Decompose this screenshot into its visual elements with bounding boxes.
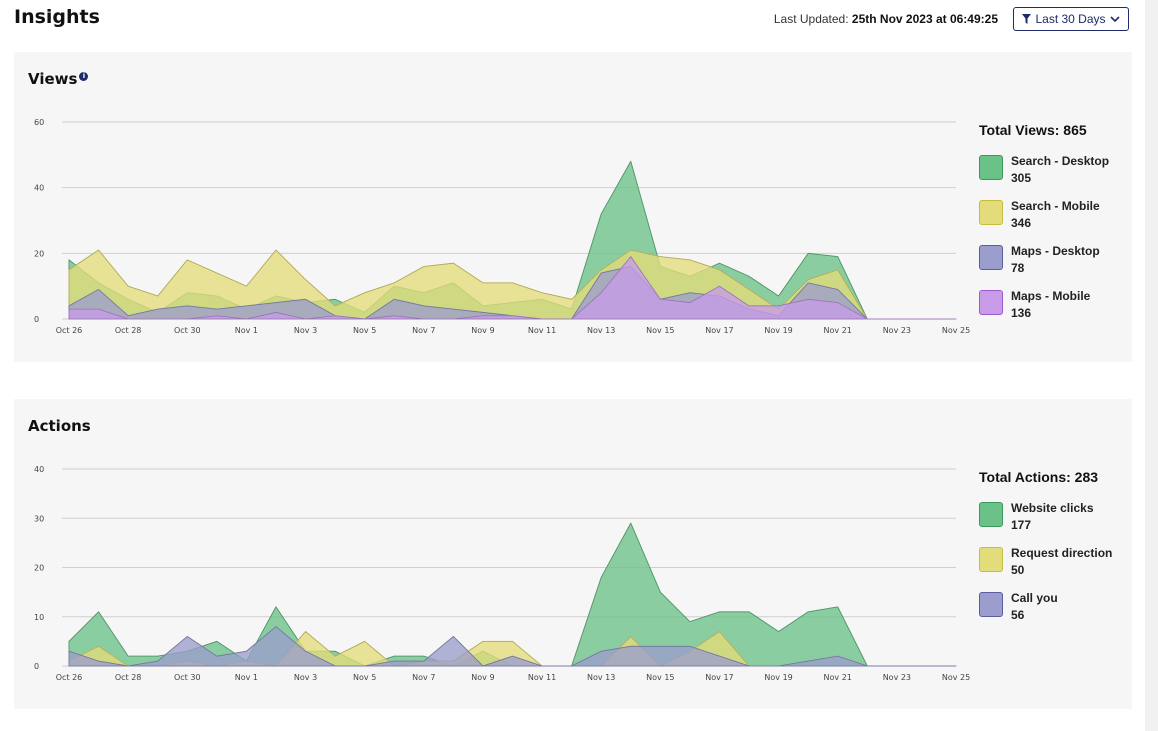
views-title-text: Views (28, 70, 78, 88)
y-tick-label: 0 (34, 315, 39, 324)
x-tick-label: Nov 11 (528, 673, 556, 682)
y-tick-label: 20 (34, 249, 44, 258)
x-tick-label: Nov 13 (587, 673, 615, 682)
x-tick-label: Nov 15 (646, 326, 674, 335)
legend-value: 56 (1011, 608, 1025, 622)
views-series-line-3 (68, 255, 956, 320)
legend-swatch (979, 245, 1003, 270)
legend-item-call-you[interactable]: Call you 56 (979, 591, 1129, 636)
x-tick-label: Nov 19 (764, 326, 792, 335)
legend-name: Call you (1011, 591, 1058, 605)
views-series-line-1 (68, 249, 956, 320)
y-tick-label: 30 (34, 514, 44, 523)
legend-value: 346 (1011, 216, 1032, 230)
legend-swatch (979, 592, 1003, 617)
y-tick-label: 10 (34, 613, 44, 622)
y-tick-label: 0 (34, 662, 39, 671)
date-range-button[interactable]: Last 30 Days (1013, 7, 1129, 31)
page-scrollbar[interactable] (1145, 0, 1158, 731)
legend-name: Maps - Mobile (1011, 289, 1091, 303)
legend-swatch (979, 155, 1003, 180)
x-tick-label: Nov 25 (942, 673, 970, 682)
x-tick-label: Oct 30 (174, 326, 201, 335)
x-tick-label: Nov 7 (412, 326, 435, 335)
legend-value: 50 (1011, 563, 1025, 577)
actions-series-line-2 (68, 626, 956, 667)
x-tick-label: Nov 17 (705, 326, 733, 335)
legend-value: 136 (1011, 306, 1032, 320)
last-updated-label: Last Updated: (773, 12, 849, 26)
legend-name: Request direction (1011, 546, 1113, 560)
x-tick-label: Nov 15 (646, 673, 674, 682)
x-tick-label: Nov 23 (883, 673, 911, 682)
legend-value: 177 (1011, 518, 1032, 532)
views-series-area-3 (68, 256, 957, 320)
y-tick-label: 60 (34, 118, 44, 127)
legend-value: 78 (1011, 261, 1025, 275)
legend-item-search-desktop[interactable]: Search - Desktop 305 (979, 154, 1129, 199)
legend-value: 305 (1011, 171, 1032, 185)
x-tick-label: Nov 17 (705, 673, 733, 682)
x-tick-label: Nov 7 (412, 673, 435, 682)
views-legend: Total Views: 865 Search - Desktop 305 Se… (979, 122, 1129, 334)
legend-swatch (979, 502, 1003, 527)
views-chart: 0 20 40 60 Oct 26 Oct 28 Oct 30 Nov 1 Nov 3 Nov 5… (34, 118, 970, 335)
legend-item-search-mobile[interactable]: Search - Mobile 346 (979, 199, 1129, 244)
legend-item-website-clicks[interactable]: Website clicks 177 (979, 501, 1129, 546)
x-tick-label: Oct 28 (115, 326, 142, 335)
filter-icon (1022, 14, 1032, 24)
y-tick-label: 40 (34, 184, 44, 193)
x-tick-label: Nov 21 (824, 326, 852, 335)
x-tick-label: Nov 1 (235, 673, 258, 682)
x-tick-label: Nov 13 (587, 326, 615, 335)
x-tick-label: Oct 26 (56, 326, 83, 335)
y-tick-label: 20 (34, 564, 44, 573)
x-tick-label: Nov 5 (353, 326, 376, 335)
legend-item-request-direction[interactable]: Request direction 50 (979, 546, 1129, 591)
last-updated: Last Updated: 25th Nov 2023 at 06:49:25 (774, 12, 998, 26)
views-total: Total Views: 865 (979, 122, 1087, 138)
legend-swatch (979, 547, 1003, 572)
views-title: Views i (28, 70, 89, 88)
legend-name: Website clicks (1011, 501, 1094, 515)
x-tick-label: Oct 30 (174, 673, 201, 682)
x-tick-label: Oct 26 (56, 673, 83, 682)
x-tick-label: Nov 9 (471, 326, 494, 335)
legend-name: Maps - Desktop (1011, 244, 1100, 258)
legend-swatch (979, 200, 1003, 225)
x-tick-label: Nov 1 (235, 326, 258, 335)
x-tick-label: Nov 25 (942, 326, 970, 335)
legend-swatch (979, 290, 1003, 315)
actions-chart: 0 10 20 30 40 Oct 26 Oct 28 Oct 30 Nov 1 Nov 3 Nov… (34, 465, 970, 682)
actions-title: Actions (28, 417, 91, 435)
views-panel: Views i 0 20 40 60 Oct 26 Oct 28 Oct 30 Nov 1 Nov… (14, 52, 1132, 362)
x-tick-label: Nov 9 (471, 673, 494, 682)
actions-legend: Total Actions: 283 Website clicks 177 Re… (979, 469, 1129, 636)
x-tick-label: Nov 19 (764, 673, 792, 682)
legend-name: Search - Desktop (1011, 154, 1110, 168)
x-tick-label: Nov 3 (294, 673, 317, 682)
x-tick-label: Nov 21 (824, 673, 852, 682)
x-tick-label: Nov 11 (528, 326, 556, 335)
legend-item-maps-mobile[interactable]: Maps - Mobile 136 (979, 289, 1129, 334)
x-tick-label: Oct 28 (115, 673, 142, 682)
last-updated-value: 25th Nov 2023 at 06:49:25 (851, 12, 998, 26)
actions-panel: Actions 0 10 20 30 40 Oct 26 Oct 28 Oct 30 Nov 1… (14, 399, 1132, 709)
page-title: Insights (14, 6, 100, 28)
actions-total: Total Actions: 283 (979, 469, 1099, 485)
x-tick-label: Nov 5 (353, 673, 376, 682)
legend-item-maps-desktop[interactable]: Maps - Desktop 78 (979, 244, 1129, 289)
chevron-down-icon (1109, 15, 1120, 22)
date-range-label: Last 30 Days (1035, 12, 1106, 26)
y-tick-label: 40 (34, 465, 44, 474)
actions-series-area-2 (68, 626, 957, 667)
x-tick-label: Nov 3 (294, 326, 317, 335)
x-tick-label: Nov 23 (883, 326, 911, 335)
info-icon[interactable]: i (79, 72, 89, 81)
legend-name: Search - Mobile (1011, 199, 1100, 213)
